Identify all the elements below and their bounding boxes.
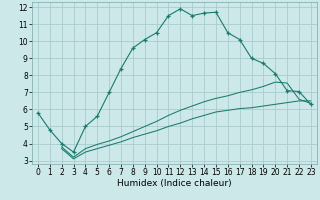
X-axis label: Humidex (Indice chaleur): Humidex (Indice chaleur) (117, 179, 232, 188)
